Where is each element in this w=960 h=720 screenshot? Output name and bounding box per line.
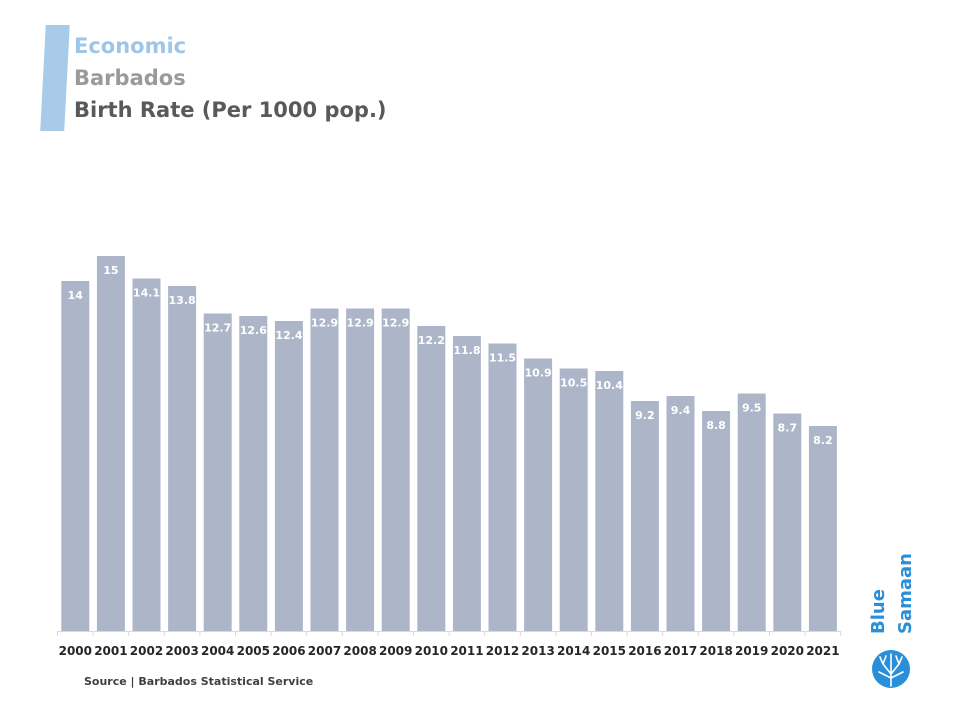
x-tick-label: 2017: [664, 644, 697, 658]
bar: [132, 278, 161, 631]
data-label: 10.9: [525, 367, 552, 380]
logo-word-samaan: Samaan: [895, 553, 916, 634]
data-label: 8.7: [778, 422, 798, 435]
x-tick-label: 2011: [450, 644, 483, 658]
x-tick-label: 2020: [771, 644, 804, 658]
bar: [417, 326, 446, 631]
x-tick-label: 2005: [237, 644, 270, 658]
x-tick-label: 2002: [130, 644, 163, 658]
data-label: 12.9: [382, 317, 409, 330]
data-label: 12.9: [311, 317, 338, 330]
data-label: 12.7: [204, 322, 231, 335]
x-tick-label: 2013: [521, 644, 554, 658]
bar: [808, 426, 837, 631]
bar: [595, 371, 624, 631]
bar: [524, 358, 553, 631]
x-tick-label: 2015: [593, 644, 626, 658]
bar: [488, 343, 517, 631]
data-label: 9.5: [742, 402, 762, 415]
bar: [61, 281, 90, 631]
x-tick-label: 2014: [557, 644, 590, 658]
data-label: 8.2: [813, 434, 833, 447]
data-label: 15: [103, 264, 118, 277]
data-label: 13.8: [169, 294, 196, 307]
bar: [381, 308, 410, 631]
x-tick-label: 2019: [735, 644, 768, 658]
data-label: 11.8: [453, 344, 480, 357]
x-tick-label: 2010: [415, 644, 448, 658]
x-tick-label: 2000: [59, 644, 92, 658]
data-label: 12.4: [275, 329, 302, 342]
bar: [666, 396, 695, 631]
bar: [274, 321, 303, 631]
bar: [239, 316, 268, 631]
data-label: 8.8: [706, 419, 726, 432]
x-tick-label: 2008: [343, 644, 376, 658]
data-label: 12.9: [347, 317, 374, 330]
x-tick-label: 2012: [486, 644, 519, 658]
x-tick-label: 2006: [272, 644, 305, 658]
x-tick-label: 2016: [628, 644, 661, 658]
data-label: 12.6: [240, 324, 267, 337]
data-label: 14: [68, 289, 84, 302]
x-tick-label: 2003: [165, 644, 198, 658]
bar: [702, 411, 731, 631]
x-tick-label: 2021: [806, 644, 839, 658]
title-block: Economic Barbados Birth Rate (Per 1000 p…: [74, 31, 387, 126]
data-label: 9.2: [635, 409, 655, 422]
blue-samaan-logo: Blue Samaan: [862, 552, 922, 702]
bar: [168, 286, 197, 631]
x-tick-label: 2018: [699, 644, 732, 658]
data-label: 9.4: [671, 404, 691, 417]
bar: [559, 368, 588, 631]
bar: [452, 336, 481, 631]
bar: [310, 308, 339, 631]
bar: [737, 393, 766, 631]
country-label: Barbados: [74, 66, 186, 90]
chart-title: Birth Rate (Per 1000 pop.): [74, 98, 387, 122]
bar: [630, 401, 659, 631]
bar: [346, 308, 375, 631]
x-tick-label: 2007: [308, 644, 341, 658]
x-tick-label: 2004: [201, 644, 234, 658]
bar: [773, 413, 802, 631]
x-tick-label: 2001: [94, 644, 127, 658]
category-label: Economic: [74, 34, 187, 58]
source-note: Source | Barbados Statistical Service: [84, 675, 314, 688]
data-label: 14.1: [133, 287, 160, 300]
bar: [203, 313, 232, 631]
samaan-tree-icon: [872, 650, 910, 688]
data-label: 10.5: [560, 377, 587, 390]
data-label: 11.5: [489, 352, 516, 365]
data-label: 10.4: [596, 379, 623, 392]
data-label: 12.2: [418, 334, 445, 347]
bar: [96, 256, 125, 631]
x-tick-label: 2009: [379, 644, 412, 658]
logo-word-blue: Blue: [868, 589, 889, 634]
